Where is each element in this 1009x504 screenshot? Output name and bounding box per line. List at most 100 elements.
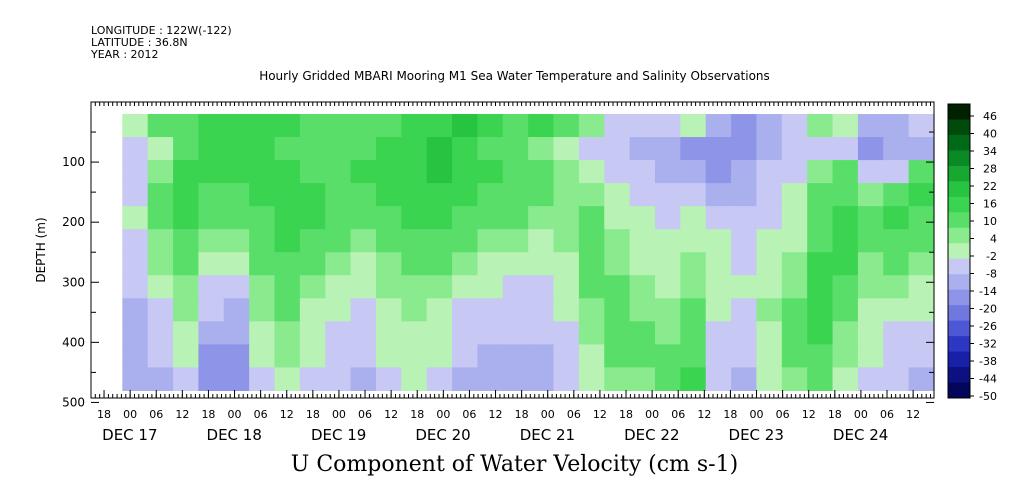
- colorbar-swatch: [948, 181, 970, 198]
- heatmap-cell: [654, 275, 681, 299]
- heatmap-cell: [807, 229, 834, 253]
- heatmap-cell: [908, 137, 935, 161]
- heatmap-cell: [553, 183, 580, 207]
- heatmap-cell: [629, 344, 656, 368]
- x-hour-label: 18: [619, 408, 633, 421]
- x-hour-label: 06: [254, 408, 268, 421]
- x-hour-label: 18: [201, 408, 215, 421]
- heatmap-cell: [147, 114, 174, 138]
- heatmap-cell: [122, 137, 149, 161]
- heatmap-cell: [553, 321, 580, 345]
- heatmap-cell: [452, 229, 479, 253]
- heatmap-cell: [553, 206, 580, 230]
- heatmap-cell: [654, 206, 681, 230]
- x-hour-label: 12: [175, 408, 189, 421]
- x-hour-label: 00: [228, 408, 242, 421]
- heatmap-cell: [781, 183, 808, 207]
- heatmap-cell: [629, 321, 656, 345]
- heatmap-cell: [375, 114, 402, 138]
- heatmap-cell: [274, 114, 301, 138]
- heatmap-cell: [578, 298, 605, 322]
- heatmap-cell: [908, 229, 935, 253]
- heatmap-cell: [705, 367, 732, 392]
- heatmap-cell: [401, 367, 428, 392]
- heatmap-cell: [122, 275, 149, 299]
- heatmap-cell: [401, 114, 428, 138]
- colorbar-swatch: [948, 196, 970, 213]
- heatmap-cell: [249, 298, 276, 322]
- colorbar-swatch: [948, 367, 970, 384]
- heatmap-cell: [147, 252, 174, 276]
- heatmap-cell: [173, 229, 200, 253]
- x-day-label: DEC 21: [520, 426, 575, 444]
- heatmap-cell: [908, 183, 935, 207]
- heatmap-cell: [375, 252, 402, 276]
- heatmap-cell: [452, 160, 479, 184]
- heatmap-cell: [147, 206, 174, 230]
- colorbar-tick-label: -14: [979, 285, 997, 298]
- colorbar-tick-label: -20: [979, 303, 997, 316]
- heatmap-cell: [173, 137, 200, 161]
- heatmap-cell: [629, 229, 656, 253]
- heatmap-cell: [375, 344, 402, 368]
- heatmap-cell: [629, 206, 656, 230]
- heatmap-cell: [249, 114, 276, 138]
- x-hour-label: 06: [776, 408, 790, 421]
- heatmap-cell: [883, 114, 910, 138]
- heatmap-cell: [680, 160, 707, 184]
- heatmap-cell: [857, 183, 884, 207]
- heatmap-cell: [350, 160, 377, 184]
- colorbar-swatch: [948, 104, 970, 120]
- x-hour-label: 12: [280, 408, 294, 421]
- heatmap-cell: [198, 367, 225, 392]
- heatmap-cell: [654, 183, 681, 207]
- heatmap-cell: [122, 183, 149, 207]
- heatmap-cell: [350, 298, 377, 322]
- heatmap-cell: [173, 321, 200, 345]
- x-day-label: DEC 17: [102, 426, 157, 444]
- heatmap-cell: [401, 183, 428, 207]
- heatmap-cell: [325, 183, 352, 207]
- heatmap-cell: [756, 183, 783, 207]
- heatmap-cell: [452, 183, 479, 207]
- heatmap-cell: [173, 183, 200, 207]
- heatmap-cell: [553, 229, 580, 253]
- heatmap-cell: [604, 275, 631, 299]
- heatmap-cell: [426, 298, 453, 322]
- heatmap-cell: [832, 344, 859, 368]
- heatmap-cell: [401, 344, 428, 368]
- heatmap-cell: [680, 344, 707, 368]
- heatmap-cell: [198, 321, 225, 345]
- y-tick-label: 500: [62, 395, 85, 409]
- heatmap-cell: [781, 367, 808, 392]
- x-hour-label: 18: [828, 408, 842, 421]
- heatmap-cell: [528, 206, 555, 230]
- heatmap-cell: [680, 275, 707, 299]
- chart-title: Hourly Gridded MBARI Mooring M1 Sea Wate…: [259, 69, 770, 83]
- heatmap-cell: [198, 344, 225, 368]
- heatmap-cell: [807, 275, 834, 299]
- heatmap-cell: [223, 321, 250, 345]
- heatmap-cell: [198, 160, 225, 184]
- heatmap-cell: [147, 275, 174, 299]
- heatmap-cell: [553, 252, 580, 276]
- heatmap-cell: [629, 252, 656, 276]
- heatmap-cell: [401, 275, 428, 299]
- heatmap-cell: [502, 298, 529, 322]
- heatmap-cell: [908, 252, 935, 276]
- colorbar-tick-label: 4: [990, 233, 997, 246]
- colorbar-swatch: [948, 150, 970, 167]
- y-tick-label: 100: [62, 155, 85, 169]
- heatmap-cell: [249, 206, 276, 230]
- heatmap-cell: [375, 229, 402, 253]
- y-tick-label: 200: [62, 215, 85, 229]
- heatmap-cell: [629, 298, 656, 322]
- heatmap-cell: [781, 229, 808, 253]
- heatmap-cell: [731, 344, 758, 368]
- heatmap-cell: [553, 344, 580, 368]
- colorbar-swatch: [948, 351, 970, 368]
- heatmap-cell: [350, 229, 377, 253]
- heatmap-cell: [452, 367, 479, 392]
- heatmap-cell: [604, 206, 631, 230]
- heatmap-cell: [832, 183, 859, 207]
